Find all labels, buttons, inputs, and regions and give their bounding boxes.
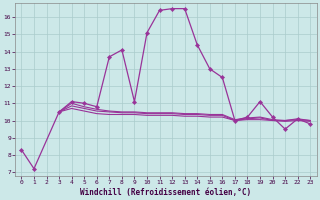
X-axis label: Windchill (Refroidissement éolien,°C): Windchill (Refroidissement éolien,°C) <box>80 188 252 197</box>
